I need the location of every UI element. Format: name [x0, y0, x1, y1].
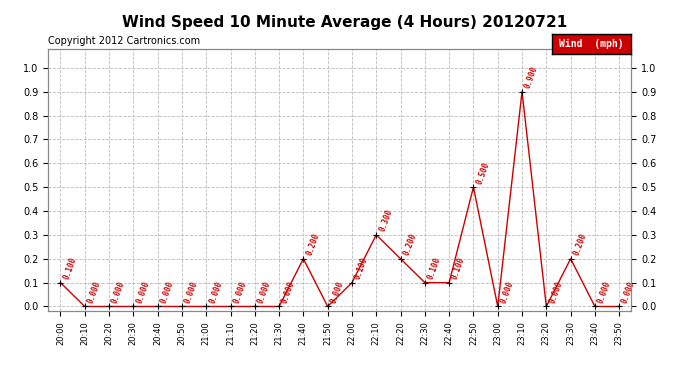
Text: 0.000: 0.000 [596, 280, 613, 304]
Text: 0.500: 0.500 [475, 160, 491, 185]
Text: 0.000: 0.000 [110, 280, 127, 304]
Text: 0.000: 0.000 [280, 280, 297, 304]
Text: 0.100: 0.100 [61, 256, 78, 281]
Text: 0.000: 0.000 [183, 280, 199, 304]
Text: 0.100: 0.100 [451, 256, 466, 281]
Text: 0.000: 0.000 [256, 280, 273, 304]
Text: 0.000: 0.000 [620, 280, 637, 304]
Text: 0.000: 0.000 [159, 280, 175, 304]
Text: 0.300: 0.300 [377, 208, 394, 233]
Text: 0.100: 0.100 [426, 256, 442, 281]
Text: Wind Speed 10 Minute Average (4 Hours) 20120721: Wind Speed 10 Minute Average (4 Hours) 2… [122, 15, 568, 30]
Text: 0.200: 0.200 [304, 232, 321, 257]
Text: 0.000: 0.000 [329, 280, 345, 304]
Text: 0.000: 0.000 [548, 280, 564, 304]
Text: 0.900: 0.900 [523, 65, 540, 90]
Text: 0.200: 0.200 [572, 232, 588, 257]
Text: 0.000: 0.000 [208, 280, 224, 304]
Text: 0.000: 0.000 [499, 280, 515, 304]
Text: 0.000: 0.000 [135, 280, 151, 304]
Text: 0.100: 0.100 [353, 256, 370, 281]
Text: 0.200: 0.200 [402, 232, 418, 257]
Text: 0.000: 0.000 [86, 280, 102, 304]
Text: Copyright 2012 Cartronics.com: Copyright 2012 Cartronics.com [48, 36, 200, 46]
Text: 0.000: 0.000 [232, 280, 248, 304]
Text: Wind  (mph): Wind (mph) [560, 39, 624, 49]
